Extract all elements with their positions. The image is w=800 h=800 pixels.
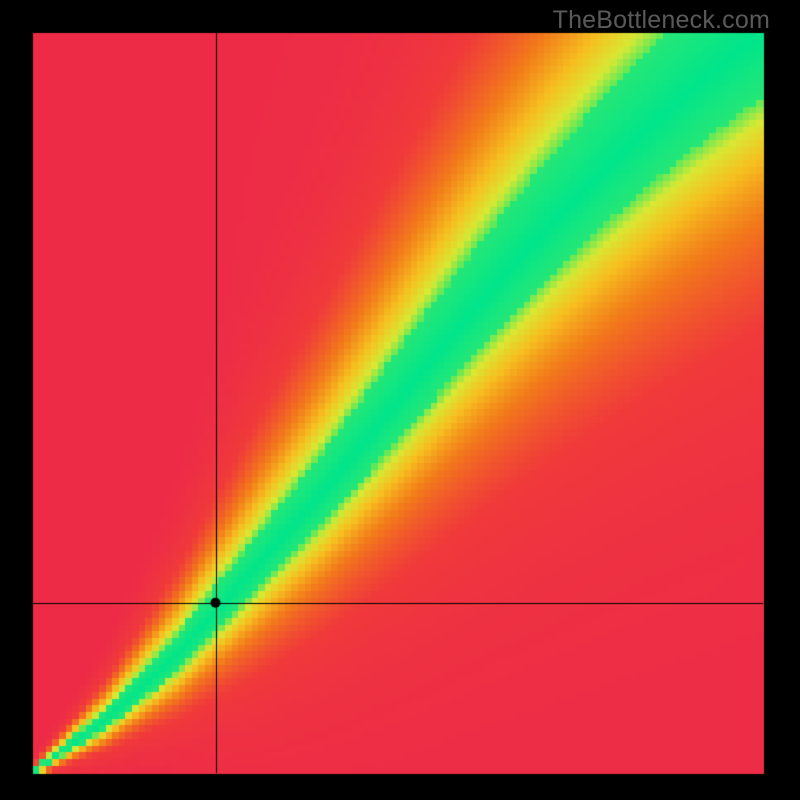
watermark-text: TheBottleneck.com bbox=[553, 6, 770, 35]
bottleneck-heatmap bbox=[0, 0, 800, 800]
